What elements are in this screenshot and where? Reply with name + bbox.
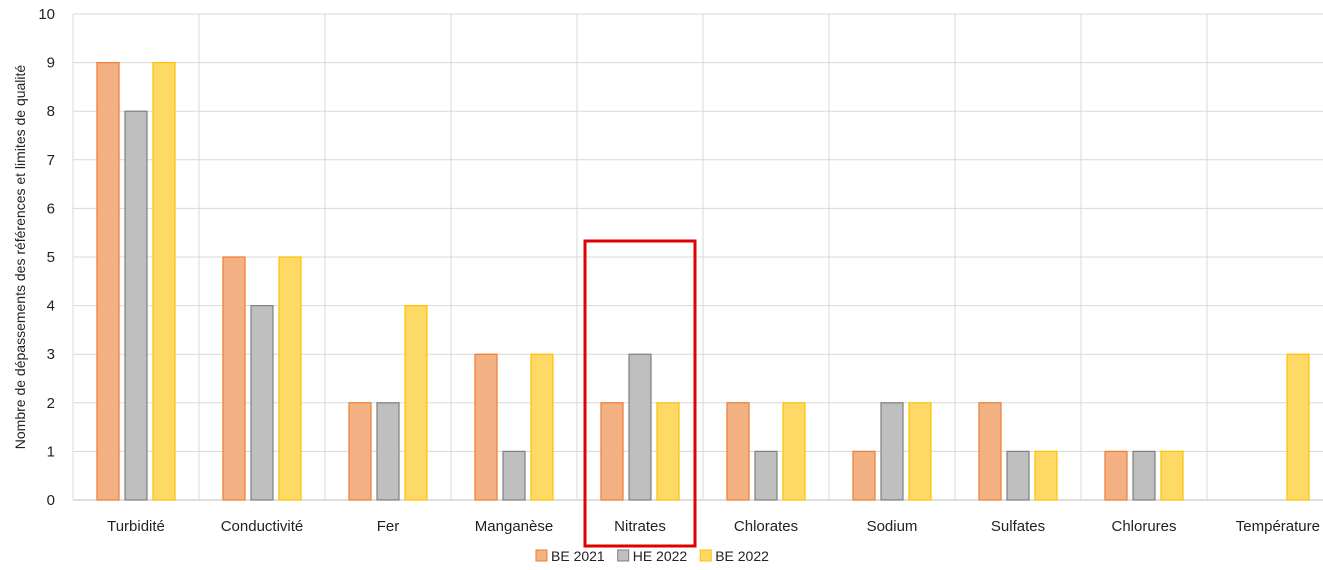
bar — [754, 450, 778, 501]
y-tick-label: 5 — [47, 249, 55, 266]
bar — [978, 402, 1002, 501]
legend: BE 2021 HE 2022 BE 2022 — [535, 548, 769, 564]
bar — [376, 402, 400, 501]
legend-swatch — [699, 549, 712, 562]
x-tick-label: Chlorates — [734, 518, 798, 535]
bar — [656, 402, 680, 501]
y-axis-title: Nombre de dépassements des références et… — [12, 65, 28, 450]
x-tick-label: Sodium — [867, 518, 918, 535]
bars — [96, 61, 1310, 501]
x-tick-label: Nitrates — [614, 518, 666, 535]
legend-swatch — [617, 549, 630, 562]
y-tick-label: 4 — [47, 298, 55, 315]
x-tick-label: Manganèse — [475, 518, 553, 535]
bar — [1286, 353, 1310, 501]
bar — [628, 353, 652, 501]
bar — [96, 61, 120, 501]
y-tick-label: 1 — [47, 443, 55, 460]
legend-label: HE 2022 — [633, 548, 688, 564]
y-tick-label: 7 — [47, 152, 55, 169]
x-tick-label: Conductivité — [221, 518, 304, 535]
bar — [908, 402, 932, 501]
y-tick-label: 10 — [38, 6, 55, 23]
bar — [124, 110, 148, 501]
bar — [278, 256, 302, 501]
bar — [1034, 450, 1058, 501]
bar — [600, 402, 624, 501]
bar — [152, 61, 176, 501]
bar — [880, 402, 904, 501]
x-tick-label: Fer — [377, 518, 400, 535]
y-tick-label: 3 — [47, 346, 55, 363]
bar — [1160, 450, 1184, 501]
bar — [852, 450, 876, 501]
bar — [1104, 450, 1128, 501]
x-tick-label: Température — [1236, 518, 1320, 535]
y-tick-label: 9 — [47, 55, 55, 72]
y-tick-label: 2 — [47, 395, 55, 412]
x-tick-label: Chlorures — [1111, 518, 1176, 535]
bar — [348, 402, 372, 501]
x-axis-ticks: Turbidité Conductivité Fer Manganèse Nitrate… — [107, 518, 1320, 535]
y-tick-label: 6 — [47, 200, 55, 217]
x-tick-label: Turbidité — [107, 518, 165, 535]
legend-swatch — [535, 549, 548, 562]
bar — [726, 402, 750, 501]
highlight-rect — [583, 239, 697, 548]
bar — [530, 353, 554, 501]
bar — [782, 402, 806, 501]
y-tick-label: 8 — [47, 103, 55, 120]
bar — [404, 305, 428, 501]
y-tick-label: 0 — [47, 492, 55, 509]
legend-label: BE 2022 — [715, 548, 769, 564]
bar — [1132, 450, 1156, 501]
bar — [474, 353, 498, 501]
highlight-box — [583, 239, 697, 548]
bar — [1006, 450, 1030, 501]
bar — [502, 450, 526, 501]
bar — [222, 256, 246, 501]
x-tick-label: Sulfates — [991, 518, 1045, 535]
y-axis-ticks: 0 1 2 3 4 5 6 7 8 9 10 — [38, 6, 55, 509]
bar — [250, 305, 274, 501]
legend-label: BE 2021 — [551, 548, 605, 564]
